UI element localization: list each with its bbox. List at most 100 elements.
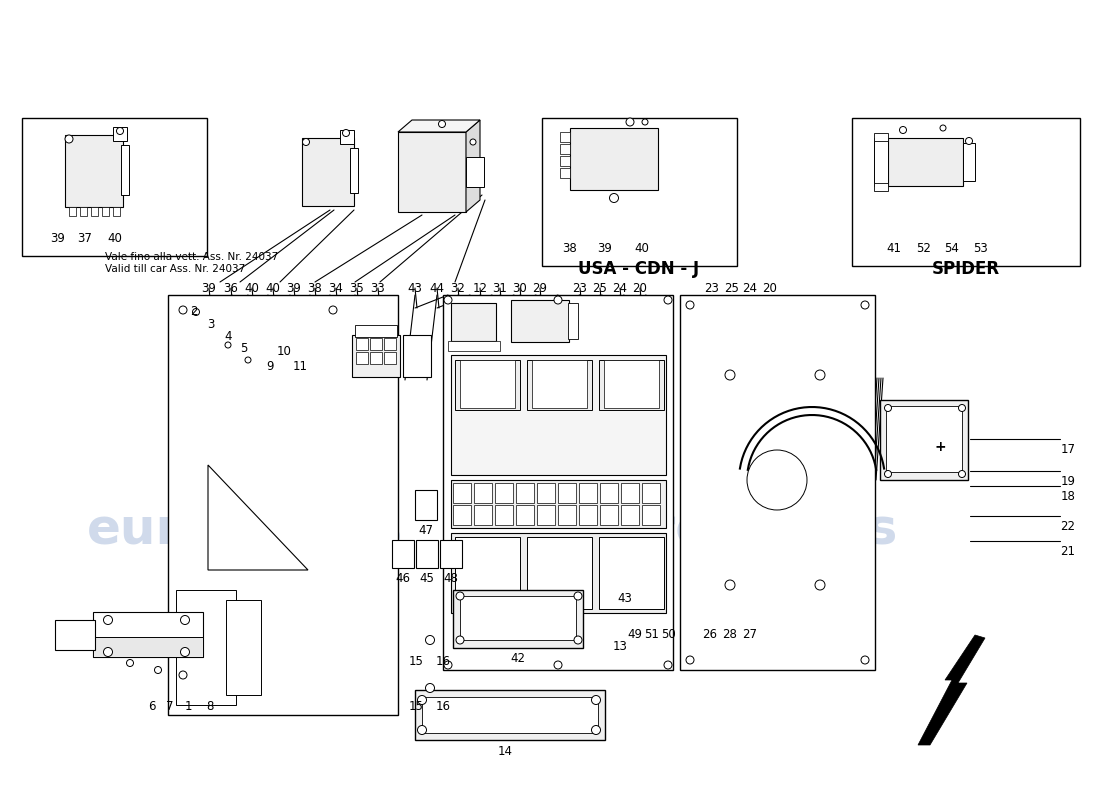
Bar (453, 483, 471, 503)
Bar (460, 596, 576, 640)
Circle shape (444, 661, 452, 669)
Bar (604, 360, 659, 408)
Bar (474, 483, 492, 503)
Text: 12: 12 (473, 282, 487, 295)
Circle shape (444, 296, 452, 304)
Text: 24: 24 (742, 282, 758, 295)
Bar (113, 127, 127, 141)
Text: 20: 20 (762, 282, 778, 295)
Circle shape (626, 118, 634, 126)
Circle shape (884, 470, 891, 478)
Circle shape (900, 126, 906, 134)
Text: 25: 25 (725, 282, 739, 295)
Bar (579, 483, 597, 503)
Circle shape (154, 666, 162, 674)
Bar (874, 133, 888, 141)
Bar (448, 341, 501, 351)
Bar (398, 132, 466, 212)
Circle shape (592, 695, 601, 705)
Circle shape (554, 661, 562, 669)
Bar (516, 483, 534, 503)
Bar (560, 144, 570, 154)
Bar (451, 303, 496, 341)
Polygon shape (918, 635, 984, 745)
Text: 39: 39 (597, 242, 613, 255)
Circle shape (664, 296, 672, 304)
Text: 40: 40 (244, 282, 260, 295)
Bar (384, 338, 396, 350)
Bar (453, 590, 583, 648)
Bar (226, 600, 261, 695)
Circle shape (815, 580, 825, 590)
Text: 33: 33 (371, 282, 385, 295)
Text: 34: 34 (329, 282, 343, 295)
Circle shape (103, 615, 112, 625)
Bar (94, 612, 204, 657)
Bar (558, 505, 576, 525)
Text: 38: 38 (562, 242, 578, 255)
Text: 10: 10 (276, 345, 292, 358)
Circle shape (664, 661, 672, 669)
Bar (558, 483, 576, 503)
Text: 51: 51 (645, 628, 659, 641)
Text: 40: 40 (108, 232, 122, 245)
Text: 47: 47 (418, 524, 433, 537)
Bar (600, 483, 618, 503)
Bar (451, 355, 666, 475)
Bar (537, 505, 556, 525)
Circle shape (592, 726, 601, 734)
Bar (512, 300, 569, 342)
Circle shape (725, 370, 735, 380)
Circle shape (456, 636, 464, 644)
Text: 23: 23 (573, 282, 587, 295)
Circle shape (456, 592, 464, 600)
Bar (370, 352, 382, 364)
Circle shape (179, 671, 187, 679)
Bar (532, 360, 587, 408)
Bar (113, 207, 120, 216)
Bar (874, 183, 888, 191)
Bar (392, 540, 414, 568)
Text: 50: 50 (661, 628, 676, 641)
Bar (621, 483, 639, 503)
Bar (570, 128, 658, 190)
Circle shape (329, 306, 337, 314)
Circle shape (426, 683, 434, 693)
Text: 22: 22 (1060, 520, 1076, 533)
Bar (94, 637, 204, 657)
Circle shape (574, 636, 582, 644)
Text: Vale fino alla vett. Ass. Nr. 24037: Vale fino alla vett. Ass. Nr. 24037 (104, 252, 278, 262)
Bar (443, 295, 673, 670)
Circle shape (609, 194, 618, 202)
Bar (121, 145, 129, 195)
Circle shape (180, 615, 189, 625)
Text: 40: 40 (635, 242, 649, 255)
Circle shape (686, 656, 694, 664)
Text: 49: 49 (627, 628, 642, 641)
Text: 39: 39 (287, 282, 301, 295)
Circle shape (642, 119, 648, 125)
Text: 38: 38 (308, 282, 322, 295)
Text: 25: 25 (593, 282, 607, 295)
Text: 52: 52 (916, 242, 932, 255)
Text: Valid till car Ass. Nr. 24037: Valid till car Ass. Nr. 24037 (104, 264, 245, 274)
Bar (302, 138, 354, 206)
Bar (537, 483, 556, 503)
Text: 13: 13 (613, 640, 627, 653)
Bar (474, 505, 492, 525)
Circle shape (940, 125, 946, 131)
Bar (962, 143, 975, 181)
Text: 43: 43 (617, 592, 632, 605)
Circle shape (117, 127, 123, 134)
Bar (176, 590, 236, 705)
Text: 29: 29 (532, 282, 548, 295)
Text: 44: 44 (429, 282, 444, 295)
Bar (356, 352, 369, 364)
Circle shape (192, 309, 199, 315)
Text: 16: 16 (436, 700, 451, 713)
Text: 31: 31 (493, 282, 507, 295)
Circle shape (103, 647, 112, 657)
Circle shape (342, 130, 350, 137)
Circle shape (439, 121, 446, 127)
Bar (416, 540, 438, 568)
